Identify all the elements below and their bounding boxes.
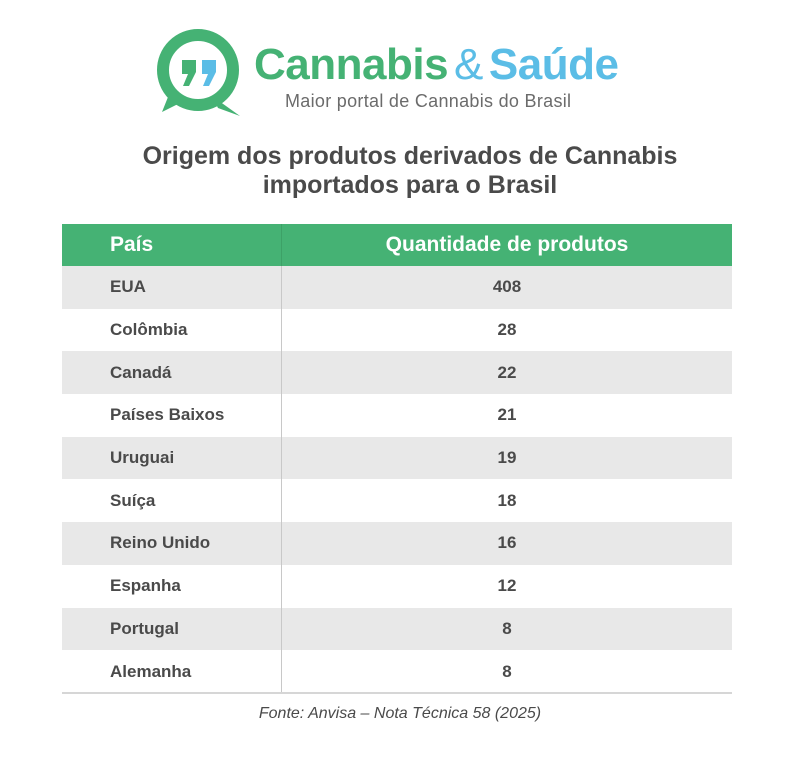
title-line-1: Origem dos produtos derivados de Cannabi… (142, 142, 678, 170)
cell-country: Espanha (62, 564, 282, 608)
table-row: Países Baixos 21 (62, 394, 732, 437)
brand-name: Cannabis & Saúde (254, 40, 619, 90)
cell-country: Reino Unido (62, 522, 282, 565)
cell-count: 28 (497, 320, 517, 340)
cell-country: Colômbia (62, 308, 282, 352)
brand-saude: Saúde (488, 40, 619, 89)
table-row: Canadá 22 (62, 351, 732, 395)
cell-country: Suíça (62, 479, 282, 523)
header-quantity: Quantidade de produtos (385, 233, 629, 256)
cell-count: 16 (497, 533, 517, 553)
cell-count: 21 (497, 405, 517, 425)
cell-count: 19 (497, 448, 517, 468)
table-header: País Quantidade de produtos (62, 224, 732, 266)
table-row: Espanha 12 (62, 564, 732, 608)
cell-country: Países Baixos (62, 394, 282, 437)
cell-count: 8 (502, 661, 512, 681)
cell-count: 18 (497, 490, 517, 510)
cell-country: Alemanha (62, 650, 282, 693)
table-bottom-border (62, 692, 732, 694)
table-row: EUA 408 (62, 266, 732, 309)
table-row: Suíça 18 (62, 479, 732, 523)
page-title: Origem dos produtos derivados de Cannabi… (60, 142, 760, 200)
source-note: Fonte: Anvisa – Nota Técnica 58 (2025) (258, 705, 542, 722)
tagline: Maior portal de Cannabis do Brasil (285, 91, 572, 111)
brand-cannabis: Cannabis (254, 40, 449, 89)
cell-country: Uruguai (62, 436, 282, 480)
cell-country: EUA (62, 266, 282, 309)
title-line-2: importados para o Brasil (262, 171, 558, 199)
logo: Cannabis & Saúde Maior portal de Cannabis … (152, 26, 652, 118)
brand-ampersand: & (454, 40, 483, 89)
data-table: País Quantidade de produtos EUA 408 Colô… (62, 224, 732, 693)
cell-country: Portugal (62, 607, 282, 651)
table-row: Portugal 8 (62, 607, 732, 651)
cell-count: 8 (502, 618, 512, 638)
cell-count: 22 (497, 362, 517, 382)
table-row: Colômbia 28 (62, 308, 732, 352)
table-row: Uruguai 19 (62, 436, 732, 480)
speech-bubble-quote-icon (157, 29, 240, 116)
cell-country: Canadá (62, 351, 282, 395)
table-row: Reino Unido 16 (62, 522, 732, 565)
cell-count: 12 (497, 576, 517, 596)
cell-count: 408 (492, 277, 522, 297)
table-row: Alemanha 8 (62, 650, 732, 693)
header-country: País (62, 224, 282, 266)
